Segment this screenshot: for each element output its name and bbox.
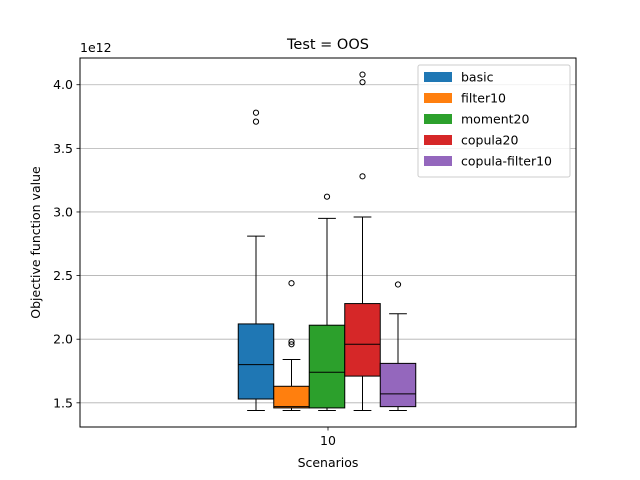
- x-tick-label: 10: [320, 433, 336, 448]
- legend-entry: basic: [461, 70, 494, 85]
- box-copula20: [344, 71, 381, 411]
- outlier-point: [394, 281, 402, 288]
- y-tick-label: 4.0: [53, 77, 73, 92]
- y-axis-offset-label: 1e12: [80, 40, 112, 55]
- box-copula-filter10: [379, 281, 417, 411]
- legend-swatch: [424, 156, 452, 166]
- outlier-point: [252, 109, 260, 116]
- box-basic: [237, 109, 275, 411]
- legend-swatch: [424, 93, 452, 103]
- box-moment20: [308, 193, 346, 411]
- y-tick-label: 2.0: [53, 332, 73, 347]
- legend-entry: filter10: [461, 91, 506, 106]
- chart-title: Test = OOS: [286, 37, 369, 53]
- outlier-point: [359, 173, 366, 180]
- legend-entry: copula20: [461, 133, 518, 148]
- legend-swatch: [424, 72, 452, 82]
- outlier-point: [288, 280, 295, 287]
- y-tick-label: 1.5: [53, 395, 73, 410]
- box-body: [237, 323, 275, 400]
- legend-entry: moment20: [461, 112, 529, 127]
- outlier-point: [323, 193, 331, 200]
- box-body: [379, 362, 417, 408]
- legend: basic filter10 moment20 copula20 copula-filt…: [417, 64, 571, 178]
- outlier-point: [359, 79, 366, 86]
- box-layer: [237, 71, 417, 411]
- y-tick-label: 3.0: [53, 204, 73, 219]
- legend-frame: [417, 64, 571, 178]
- y-axis-label: Objective function value: [28, 166, 43, 319]
- box-body: [344, 303, 381, 377]
- legend-entry: copula-filter10: [461, 154, 552, 169]
- box-body: [273, 385, 310, 409]
- outlier-point: [288, 338, 295, 345]
- outlier-point: [288, 341, 295, 348]
- x-axis: 10: [320, 427, 336, 448]
- x-axis-label: Scenarios: [298, 455, 359, 470]
- outlier-point: [359, 71, 366, 78]
- y-tick-label: 3.5: [53, 141, 73, 156]
- box-filter10: [273, 280, 310, 411]
- legend-swatch: [424, 114, 452, 124]
- outlier-point: [252, 118, 260, 125]
- box-body: [308, 324, 346, 409]
- y-tick-label: 2.5: [53, 268, 73, 283]
- legend-swatch: [424, 135, 452, 145]
- y-axis: 1.5 2.0 2.5 3.0 3.5 4.0: [53, 77, 80, 410]
